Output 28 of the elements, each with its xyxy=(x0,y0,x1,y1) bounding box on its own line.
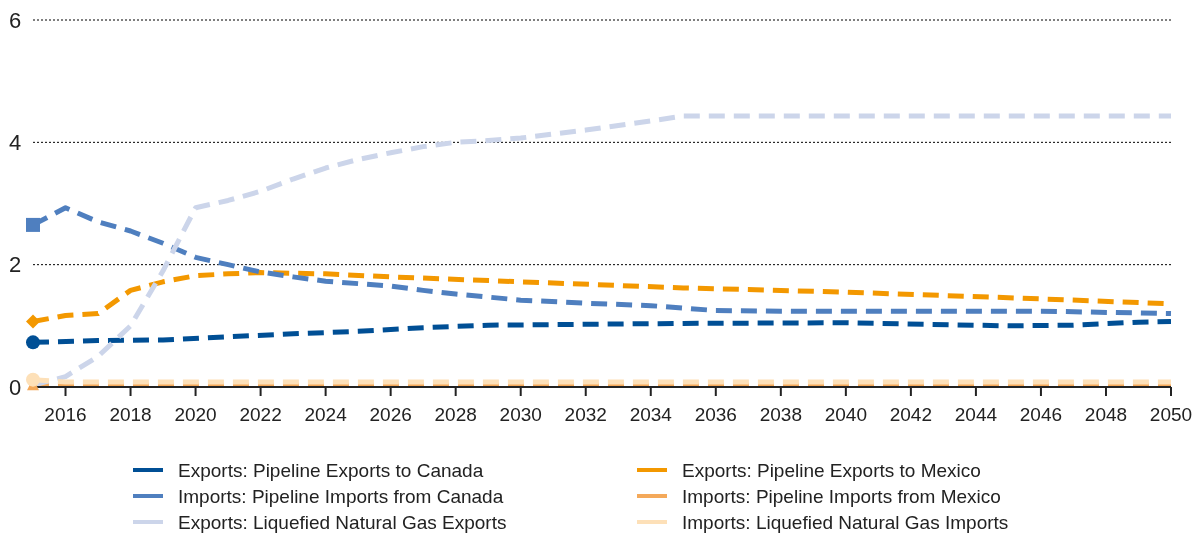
y-tick-label: 6 xyxy=(8,7,22,33)
x-tick-label: 2026 xyxy=(369,404,412,425)
x-tick-label: 2024 xyxy=(304,404,348,425)
legend-label: Imports: Pipeline Imports from Mexico xyxy=(682,485,1001,507)
x-tick-label: 2022 xyxy=(239,404,282,425)
x-tick-label: 2048 xyxy=(1084,404,1128,425)
legend-label: Imports: Liquefied Natural Gas Imports xyxy=(682,511,1009,533)
x-tick-label: 2046 xyxy=(1019,404,1063,425)
x-tick-label: 2018 xyxy=(109,404,152,425)
x-tick-label: 2042 xyxy=(889,404,933,425)
legend-label: Exports: Pipeline Exports to Mexico xyxy=(682,459,981,481)
y-tick-label: 0 xyxy=(8,374,22,400)
x-tick-label: 2016 xyxy=(44,404,87,425)
legend-label: Exports: Liquefied Natural Gas Exports xyxy=(178,511,507,533)
legend-label: Imports: Pipeline Imports from Canada xyxy=(178,485,504,507)
x-tick-label: 2044 xyxy=(954,404,998,425)
y-tick-label: 4 xyxy=(8,130,22,156)
legend-label: Exports: Pipeline Exports to Canada xyxy=(178,459,484,481)
x-tick-label: 2028 xyxy=(434,404,477,425)
x-tick-label: 2020 xyxy=(174,404,217,425)
x-tick-label: 2030 xyxy=(499,404,542,425)
y-tick-label: 2 xyxy=(8,252,22,278)
x-tick-label: 2038 xyxy=(759,404,802,425)
x-tick-label: 2032 xyxy=(564,404,607,425)
x-tick-label: 2034 xyxy=(629,404,673,425)
x-tick-label: 2036 xyxy=(694,404,737,425)
x-tick-label: 2040 xyxy=(824,404,867,425)
x-tick-label: 2050 xyxy=(1149,404,1193,425)
